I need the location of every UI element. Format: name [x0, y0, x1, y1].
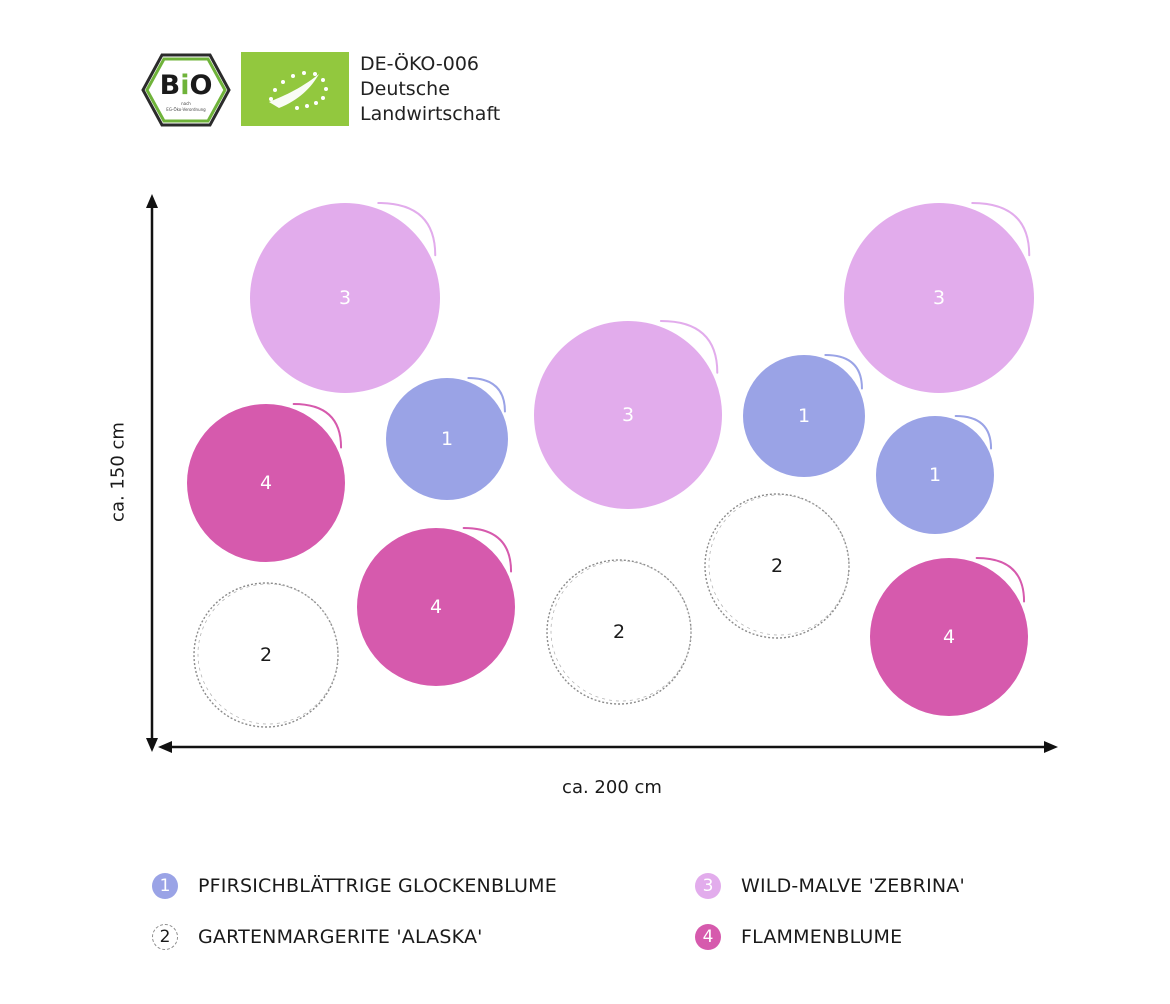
plant-brush-stroke — [954, 415, 993, 450]
plant-number: 2 — [771, 555, 783, 577]
plant-number: 2 — [613, 621, 625, 643]
legend-item-1: 1 PFIRSICHBLÄTTRIGE GLOCKENBLUME — [152, 871, 557, 901]
plant-disc — [870, 558, 1028, 716]
eu-organic-logo — [241, 52, 349, 126]
plant-brush-stroke — [975, 557, 1026, 603]
plant-number: 3 — [622, 404, 634, 426]
plant-disc — [743, 355, 865, 477]
plant-circle-2[interactable]: 2 — [704, 493, 850, 639]
plant-circle-3[interactable]: 3 — [534, 320, 722, 509]
plant-outline-brush — [550, 560, 692, 702]
svg-text:nach: nach — [181, 101, 191, 106]
plant-brush-stroke — [824, 354, 863, 390]
svg-text:EG-Öko-Verordnung: EG-Öko-Verordnung — [166, 107, 206, 112]
legend-swatch-4: 4 — [695, 924, 721, 950]
height-dimension-text: ca. 150 cm — [107, 422, 129, 522]
legend-item-2: 2 GARTENMARGERITE 'ALASKA' — [152, 922, 483, 952]
width-arrow — [158, 741, 1058, 753]
legend-swatch-2: 2 — [152, 924, 178, 950]
plant-number: 3 — [933, 287, 945, 309]
plant-disc — [250, 203, 440, 393]
plant-number: 1 — [798, 405, 810, 427]
width-dimension-label: ca. 200 cm — [562, 777, 662, 798]
plant-circle-4[interactable]: 4 — [870, 557, 1028, 716]
legend-swatch-1: 1 — [152, 873, 178, 899]
plant-disc — [386, 378, 508, 500]
legend-item-4: 4 FLAMMENBLUME — [695, 922, 902, 952]
plant-circle-1[interactable]: 1 — [386, 377, 508, 500]
plant-outline-brush — [197, 583, 339, 725]
height-arrow — [146, 194, 158, 752]
plant-disc — [876, 416, 994, 534]
legend-swatch-3: 3 — [695, 873, 721, 899]
plant-brush-stroke — [467, 377, 506, 413]
plant-layer: 3 3 3 1 1 1 4 4 4 2 2 2 — [187, 202, 1034, 728]
legend-label-3: WILD-MALVE 'ZEBRINA' — [741, 875, 965, 897]
plant-brush-stroke — [659, 320, 719, 374]
plant-circle-4[interactable]: 4 — [187, 403, 345, 562]
plant-number: 4 — [430, 596, 442, 618]
plant-brush-stroke — [377, 202, 437, 257]
plant-circle-2[interactable]: 2 — [193, 582, 339, 728]
legend-label-2: GARTENMARGERITE 'ALASKA' — [198, 926, 483, 948]
plant-disc — [187, 404, 345, 562]
plant-circle-4[interactable]: 4 — [357, 527, 515, 686]
plant-circle-1[interactable]: 1 — [876, 415, 994, 534]
plant-number: 2 — [260, 644, 272, 666]
plant-brush-stroke — [292, 403, 343, 449]
plant-number: 4 — [260, 472, 272, 494]
certification-code: DE-ÖKO-006 — [360, 53, 480, 75]
legend-label-1: PFIRSICHBLÄTTRIGE GLOCKENBLUME — [198, 875, 557, 897]
plant-disc — [844, 203, 1034, 393]
bio-seal-logo: BiO nach EG-Öko-Verordnung — [141, 53, 231, 127]
certification-line-3: Landwirtschaft — [360, 103, 501, 125]
certification-text: DE-ÖKO-006 Deutsche Landwirtschaft — [360, 52, 580, 127]
plant-brush-stroke — [462, 527, 513, 573]
plant-number: 1 — [441, 428, 453, 450]
plant-disc — [357, 528, 515, 686]
plant-circle-1[interactable]: 1 — [743, 354, 865, 477]
legend-item-3: 3 WILD-MALVE 'ZEBRINA' — [695, 871, 965, 901]
plant-number: 3 — [339, 287, 351, 309]
plant-number: 4 — [943, 626, 955, 648]
plant-number: 1 — [929, 464, 941, 486]
plant-brush-stroke — [971, 202, 1031, 257]
plant-disc — [534, 321, 722, 509]
plant-circle-3[interactable]: 3 — [844, 202, 1034, 393]
plant-circle-3[interactable]: 3 — [250, 202, 440, 393]
plant-outline-brush — [708, 494, 850, 636]
plant-circle-2[interactable]: 2 — [546, 559, 692, 705]
svg-text:BiO: BiO — [160, 70, 213, 101]
legend-label-4: FLAMMENBLUME — [741, 926, 903, 948]
certification-line-2: Deutsche — [360, 78, 450, 100]
